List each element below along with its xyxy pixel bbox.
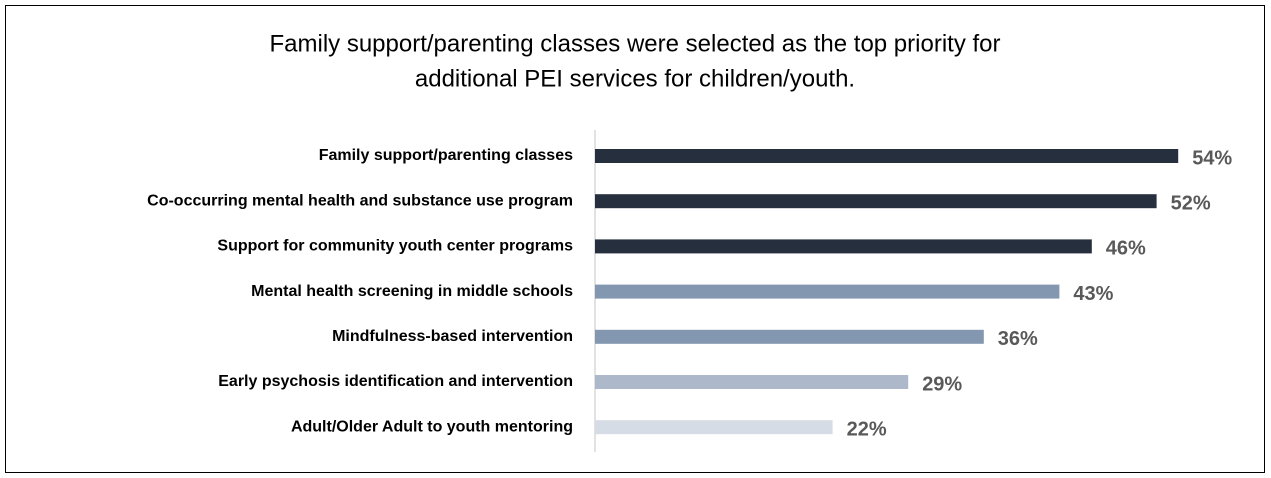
value-label: 46% <box>1106 238 1146 260</box>
bar <box>595 239 1092 254</box>
bar <box>595 420 833 435</box>
value-label: 43% <box>1073 283 1113 305</box>
value-label: 22% <box>847 418 887 440</box>
bar <box>595 375 909 389</box>
bar <box>595 329 984 344</box>
chart-title: Family support/parenting classes were se… <box>269 30 1000 57</box>
bar <box>595 149 1179 163</box>
category-label: Family support/parenting classes <box>319 147 573 164</box>
value-label: 54% <box>1192 147 1232 169</box>
value-label: 52% <box>1171 192 1211 214</box>
bar <box>595 194 1157 209</box>
category-label: Co-occurring mental health and substance… <box>147 192 573 209</box>
category-label: Support for community youth center progr… <box>217 238 573 255</box>
category-label: Mindfulness-based intervention <box>332 328 573 345</box>
category-label: Adult/Older Adult to youth mentoring <box>291 418 573 435</box>
value-label: 36% <box>998 328 1038 350</box>
category-label: Early psychosis identification and inter… <box>218 373 573 390</box>
value-label: 29% <box>922 373 962 395</box>
chart-title: additional PEI services for children/you… <box>415 65 855 92</box>
frame <box>5 5 1265 473</box>
category-label: Mental health screening in middle school… <box>251 283 573 300</box>
bar <box>595 284 1060 299</box>
